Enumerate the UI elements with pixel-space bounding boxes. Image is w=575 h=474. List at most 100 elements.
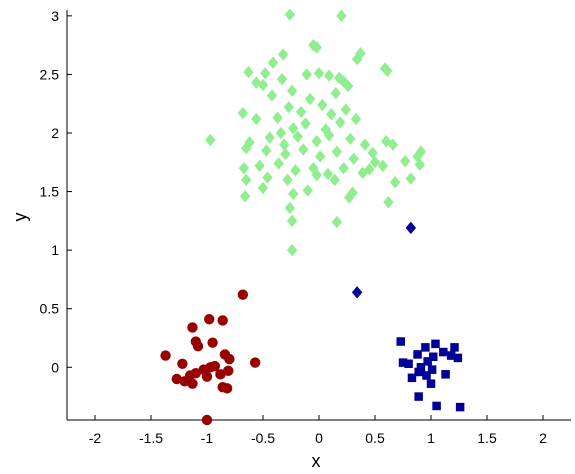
data-point-diamond — [241, 142, 252, 155]
data-point-square — [431, 339, 440, 349]
data-point-diamond — [335, 116, 346, 129]
data-point-circle — [249, 357, 261, 368]
data-point-square — [446, 351, 456, 360]
data-point-diamond — [286, 243, 298, 257]
data-point-diamond — [414, 158, 425, 171]
data-point-diamond — [313, 67, 325, 80]
data-point-diamond — [244, 136, 255, 149]
data-point-diamond — [282, 173, 293, 187]
data-point-diamond — [351, 286, 363, 299]
x-tick-label: -2 — [89, 430, 102, 446]
data-point-diamond — [290, 164, 301, 177]
data-point-circle — [201, 414, 213, 426]
data-point-square — [398, 358, 408, 367]
data-point-square — [423, 357, 432, 366]
data-point-diamond — [331, 215, 343, 229]
data-point-diamond — [276, 72, 288, 86]
data-point-square — [450, 343, 459, 352]
data-point-square — [427, 365, 437, 374]
data-point-square — [453, 353, 463, 363]
data-point-diamond — [266, 89, 278, 102]
data-point-square — [439, 347, 448, 357]
data-point-diamond — [382, 64, 393, 78]
points-layer — [160, 8, 465, 426]
data-point-square — [432, 401, 441, 411]
data-point-diamond — [377, 159, 389, 172]
data-point-circle — [217, 315, 228, 326]
data-point-diamond — [387, 138, 399, 151]
x-tick-label: 0 — [315, 430, 323, 446]
data-point-diamond — [314, 150, 326, 163]
data-point-diamond — [239, 190, 251, 203]
data-point-diamond — [348, 152, 359, 165]
y-tick-label: 3 — [51, 8, 59, 24]
data-point-diamond — [311, 135, 322, 148]
data-point-diamond — [283, 101, 294, 114]
data-point-diamond — [389, 176, 401, 189]
data-point-square — [414, 392, 423, 401]
data-point-diamond — [304, 92, 316, 106]
data-point-circle — [201, 371, 213, 382]
y-tick-label: 2 — [51, 125, 59, 141]
data-point-diamond — [369, 156, 381, 169]
data-point-diamond — [243, 65, 254, 79]
data-point-diamond — [262, 171, 273, 184]
data-point-square — [422, 371, 431, 380]
data-point-diamond — [275, 126, 287, 140]
data-point-diamond — [295, 105, 307, 119]
data-point-square — [428, 352, 438, 361]
data-point-diamond — [400, 154, 411, 168]
data-point-diamond — [364, 163, 375, 176]
data-point-diamond — [267, 56, 279, 69]
data-point-diamond — [405, 221, 417, 235]
data-point-diamond — [326, 108, 337, 121]
data-point-square — [421, 343, 430, 352]
data-point-square — [416, 363, 426, 372]
data-point-square — [455, 402, 465, 412]
x-tick-label: -1.5 — [139, 430, 163, 446]
data-point-diamond — [284, 201, 296, 215]
data-point-diamond — [338, 161, 349, 175]
x-tick-label: 1.5 — [477, 430, 497, 446]
data-point-diamond — [367, 146, 378, 160]
data-point-square — [413, 350, 422, 359]
y-tick-label: 1 — [51, 242, 59, 258]
data-point-diamond — [288, 187, 299, 201]
data-point-diamond — [284, 8, 296, 21]
data-point-diamond — [264, 131, 275, 144]
data-point-diamond — [277, 48, 289, 61]
data-point-square — [414, 367, 423, 377]
data-point-circle — [160, 350, 171, 361]
data-point-diamond — [308, 161, 319, 175]
data-point-diamond — [301, 68, 312, 81]
axes-layer: -2 -1.5 -1 -0.5 0 0.5 1 1.5 2 0 0.5 1 1.5 2 2.5 3 — [40, 8, 571, 446]
data-point-diamond — [322, 167, 334, 181]
data-point-circle — [204, 314, 215, 325]
y-axis-label: y — [10, 213, 30, 222]
x-tick-label: -0.5 — [251, 430, 275, 446]
data-point-diamond — [383, 195, 394, 209]
data-point-circle — [221, 383, 233, 394]
data-point-circle — [179, 376, 190, 387]
data-point-circle — [171, 373, 182, 385]
data-point-circle — [223, 365, 234, 376]
data-point-circle — [224, 353, 235, 365]
data-point-diamond — [300, 117, 311, 130]
data-point-circle — [177, 358, 188, 369]
data-point-diamond — [345, 132, 356, 146]
data-point-diamond — [279, 138, 290, 151]
data-point-circle — [192, 341, 204, 352]
data-point-diamond — [329, 173, 340, 187]
data-point-diamond — [288, 122, 299, 135]
data-point-diamond — [330, 86, 341, 100]
data-point-diamond — [292, 130, 303, 143]
data-point-diamond — [251, 112, 262, 126]
data-point-diamond — [323, 129, 335, 142]
data-point-diamond — [298, 143, 309, 156]
data-point-diamond — [280, 147, 291, 161]
data-point-diamond — [344, 191, 355, 204]
data-point-diamond — [205, 133, 216, 147]
data-point-square — [441, 370, 450, 379]
data-point-diamond — [261, 144, 272, 157]
